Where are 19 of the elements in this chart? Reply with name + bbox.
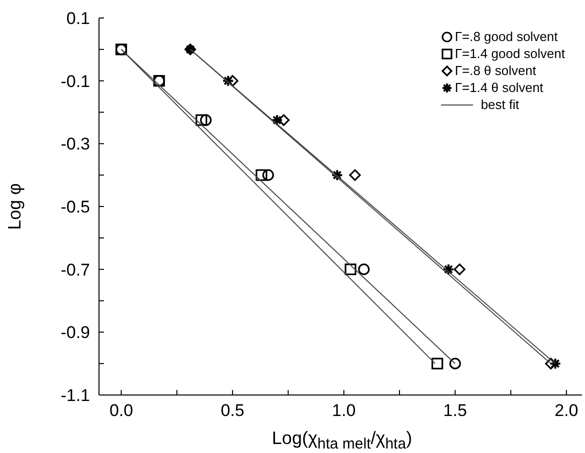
y-tick-label: -0.5: [60, 198, 90, 217]
legend-label: Γ=.8 good solvent: [454, 28, 558, 45]
y-tick-label: 0.1: [66, 9, 90, 28]
legend-label: Γ=.8 θ solvent: [454, 62, 536, 79]
y-tick-label: -1.1: [60, 386, 90, 406]
x-tick-label: 0.5: [220, 401, 244, 420]
y-axis-title: Log φ: [4, 183, 24, 230]
x-tick-label: 0.0: [109, 401, 134, 420]
legend-label: Γ=1.4 good solvent: [454, 45, 565, 62]
y-tick-label: -0.1: [60, 72, 90, 91]
legend-label: best fit: [480, 96, 520, 113]
x-tick-label: 1.5: [443, 401, 467, 420]
y-tick-label: -0.7: [60, 260, 90, 280]
x-tick-label: 2.0: [554, 401, 578, 420]
y-tick-label: -0.3: [60, 134, 90, 154]
legend-label: Γ=1.4 θ solvent: [454, 79, 544, 96]
y-tick-label: -0.9: [60, 323, 90, 342]
x-tick-label: 1.0: [332, 401, 356, 420]
x-axis-title: Log(χ$_{hta melt}$/χ$_{hta}$): [270, 428, 414, 453]
